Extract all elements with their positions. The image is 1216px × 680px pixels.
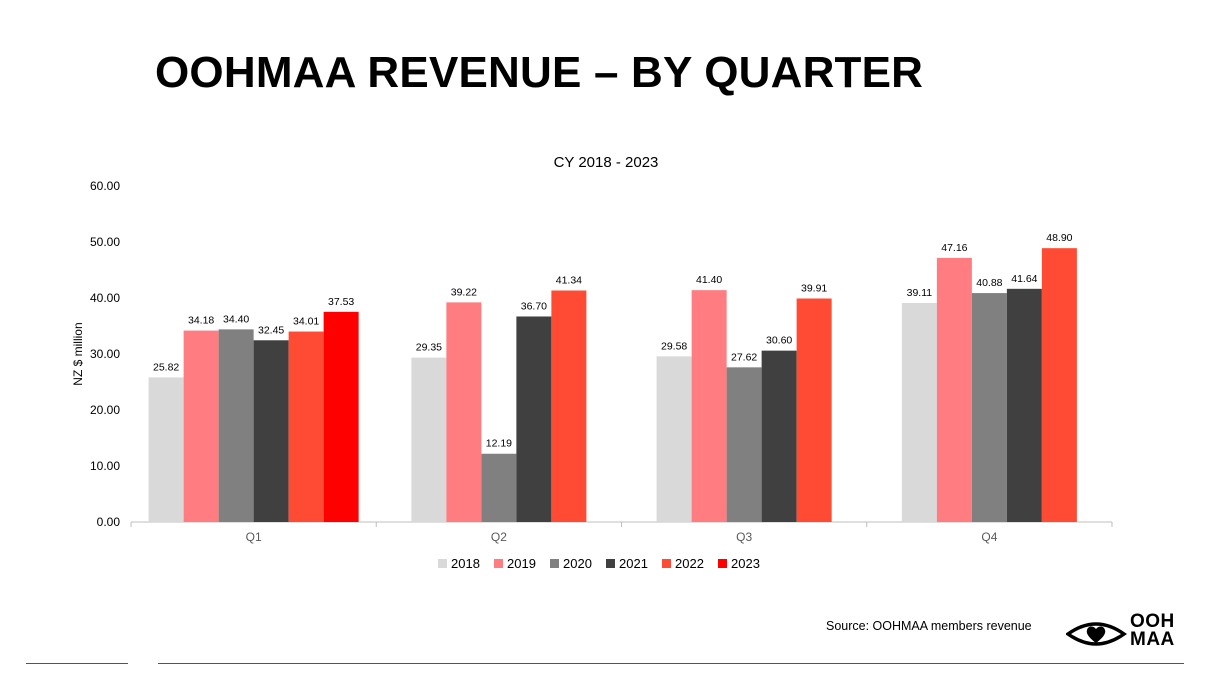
legend-label: 2018 [451,556,480,571]
y-tick-label: 20.00 [90,403,120,417]
bar-2020-Q1 [218,329,254,522]
bar-2020-Q4 [971,293,1007,522]
legend-label: 2022 [675,556,704,571]
data-label: 41.34 [556,274,582,286]
data-label: 39.22 [451,286,477,298]
logo-line-2: MAA [1130,629,1175,650]
legend-swatch-2020 [550,559,559,568]
data-label: 12.19 [486,438,512,450]
revenue-bar-chart: CY 2018 - 2023 0.00 10.00 20.00 30.00 40.00 50… [71,154,1113,571]
footer-divider-left [26,663,128,664]
data-label: 37.53 [328,296,354,308]
bar-2018-Q1 [148,377,184,522]
data-label: 47.16 [941,242,967,254]
y-tick-label: 60.00 [90,179,120,193]
y-tick-label: 30.00 [90,347,120,361]
bar-2019-Q1 [183,330,219,522]
x-tick-label: Q1 [246,530,262,544]
chart-title: CY 2018 - 2023 [554,154,659,171]
x-tick-label: Q3 [736,530,752,544]
data-label: 34.01 [293,316,319,328]
bar-2018-Q2 [411,357,447,522]
bar-2021-Q1 [253,340,289,522]
bar-2023-Q1 [323,311,359,522]
bar-2019-Q3 [691,290,727,522]
bar-2021-Q2 [516,316,552,522]
data-label: 41.64 [1011,273,1037,285]
y-axis-label: NZ $ million [71,322,85,385]
oohmaa-logo-eye-heart-icon [1066,622,1128,646]
bar-2019-Q4 [936,257,972,522]
bar-2021-Q3 [761,350,797,522]
y-tick-label: 0.00 [97,515,121,529]
bar-2020-Q3 [726,367,762,522]
bar-2021-Q4 [1006,288,1042,522]
x-tick-label: Q2 [491,530,507,544]
legend-swatch-2021 [606,559,615,568]
x-tick-label: Q4 [981,530,997,544]
data-label: 39.91 [801,283,827,295]
y-tick-label: 50.00 [90,235,120,249]
data-label: 39.11 [907,287,933,299]
page-title: OOHMAA REVENUE – BY QUARTER [155,48,924,97]
footer-divider-right [158,663,1184,664]
legend-label: 2020 [563,556,592,571]
y-tick-label: 40.00 [90,291,120,305]
legend-swatch-2018 [438,559,447,568]
oohmaa-logo-text: OOH MAA [1130,611,1175,650]
data-label: 41.40 [696,274,722,286]
data-label: 25.82 [153,361,179,373]
y-tick-label: 10.00 [90,459,120,473]
legend-swatch-2022 [662,559,671,568]
legend-label: 2019 [507,556,536,571]
bar-2018-Q4 [901,302,937,522]
data-label: 29.35 [416,342,442,354]
data-label: 48.90 [1046,232,1072,244]
data-label: 29.58 [661,340,687,352]
bar-2022-Q4 [1041,248,1077,522]
bar-2020-Q2 [481,453,517,522]
bar-2022-Q1 [288,331,324,522]
legend-label: 2023 [731,556,760,571]
legend-label: 2021 [619,556,648,571]
data-label: 34.18 [188,315,214,327]
data-label: 36.70 [521,300,547,312]
legend-swatch-2019 [494,559,503,568]
bar-2019-Q2 [446,302,482,522]
bar-2022-Q3 [796,298,832,522]
data-label: 34.40 [223,313,249,325]
data-label: 30.60 [766,335,792,347]
data-label: 40.88 [976,277,1002,289]
logo-line-1: OOH [1130,611,1175,632]
bar-2018-Q3 [656,356,692,522]
legend-swatch-2023 [718,559,727,568]
data-label: 32.45 [258,324,284,336]
source-note: Source: OOHMAA members revenue [826,619,1032,633]
bar-2022-Q2 [551,290,587,522]
data-label: 27.62 [731,351,757,363]
